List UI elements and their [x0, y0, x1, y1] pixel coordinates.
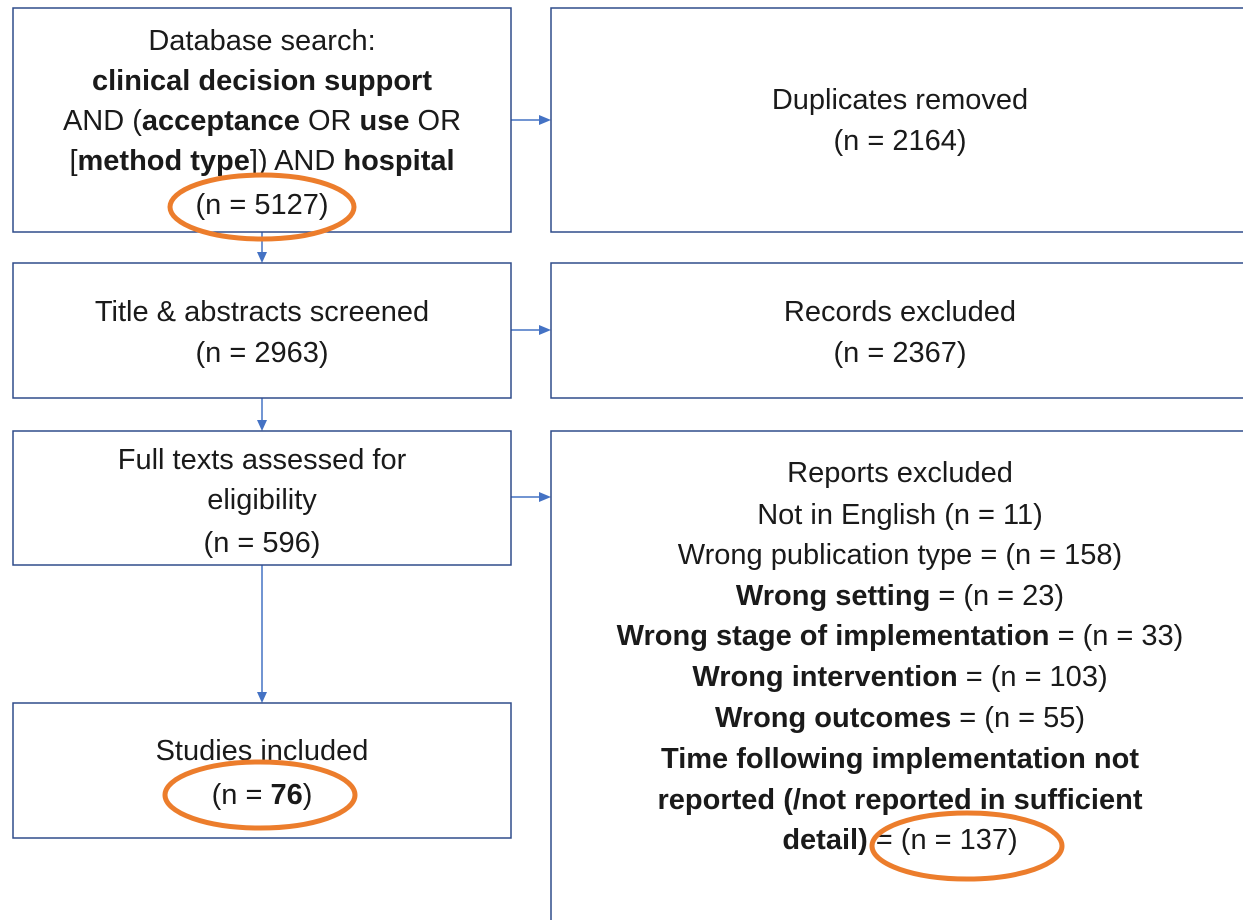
text-segment: (n = 5127)	[195, 189, 328, 221]
flow-box	[12, 702, 512, 839]
connectors	[257, 115, 551, 703]
text-segment: detail)	[782, 824, 867, 856]
text-segment: )	[303, 779, 313, 811]
box-text-line: (n = 596)	[204, 527, 321, 559]
text-segment: (n = 2164)	[833, 125, 966, 157]
box-text-line: detail) = (n = 137)	[782, 824, 1017, 856]
arrow-head	[257, 692, 267, 703]
box-text-line: Records excluded	[784, 296, 1016, 328]
box-text-line: Title & abstracts screened	[95, 296, 429, 328]
box-text-line: clinical decision support	[92, 65, 432, 97]
highlight-ring	[869, 810, 1065, 882]
text-segment: acceptance	[142, 105, 300, 137]
flow-box	[12, 430, 512, 566]
text-segment: Title & abstracts screened	[95, 296, 429, 328]
box-text-line: Wrong stage of implementation = (n = 33)	[617, 620, 1184, 652]
text-segment: eligibility	[207, 484, 317, 516]
text-segment: Wrong intervention	[692, 661, 957, 693]
text-segment: = (n = 55)	[951, 702, 1085, 734]
text-segment: Reports excluded	[787, 457, 1013, 489]
text-segment: OR	[300, 105, 360, 137]
text-segment: method type	[78, 145, 250, 177]
text-segment: = (n = 33)	[1050, 620, 1184, 652]
text-segment: Wrong publication type = (n = 158)	[678, 539, 1122, 571]
box-text-line: (n = 2164)	[833, 125, 966, 157]
box-text-line: Reports excluded	[787, 457, 1013, 489]
text-segment: Database search:	[148, 25, 375, 57]
text-segment: Wrong setting	[736, 580, 930, 612]
text-segment: use	[360, 105, 410, 137]
text-segment: (n = 2963)	[195, 337, 328, 369]
box-text-line: Wrong setting = (n = 23)	[736, 580, 1064, 612]
box-text-line: Full texts assessed for	[118, 444, 407, 476]
text-segment: [	[69, 145, 77, 177]
text-segment: hospital	[343, 145, 454, 177]
flow-box	[12, 7, 512, 233]
text-segment: clinical decision support	[92, 65, 432, 97]
flow-box	[12, 262, 512, 399]
text-segment: Wrong stage of implementation	[617, 620, 1050, 652]
text-segment: Time following implementation not	[661, 743, 1139, 775]
text-segment: Records excluded	[784, 296, 1016, 328]
box-text-line: (n = 76)	[212, 779, 313, 811]
box-text-line: Wrong intervention = (n = 103)	[692, 661, 1107, 693]
text-segment: = (n = 137)	[868, 824, 1018, 856]
box-text-line: reported (/not reported in sufficient	[658, 784, 1143, 816]
box-text-line: eligibility	[207, 484, 317, 516]
text-segment: Wrong outcomes	[715, 702, 951, 734]
highlight-ring	[167, 172, 357, 242]
text-segment: (n =	[212, 779, 271, 811]
boxes: Database search: clinical decision suppor…	[12, 7, 1243, 920]
box-text-line: (n = 5127)	[195, 189, 328, 221]
text-segment: Not in English (n = 11)	[757, 499, 1043, 531]
box-text-line: Time following implementation not	[661, 743, 1139, 775]
flow-box	[550, 430, 1243, 920]
flow-box	[550, 7, 1243, 233]
box-text-line: (n = 2963)	[195, 337, 328, 369]
arrow-head	[539, 325, 551, 335]
text-segment: = (n = 23)	[930, 580, 1064, 612]
text-segment: AND (	[63, 105, 142, 137]
text-segment: (n = 2367)	[833, 337, 966, 369]
arrow-head	[539, 115, 551, 125]
text-segment: Full texts assessed for	[118, 444, 407, 476]
text-segment: OR	[410, 105, 462, 137]
text-segment: ]) AND	[250, 145, 343, 177]
arrow-head	[539, 492, 551, 502]
text-segment: 76	[270, 779, 302, 811]
highlights	[162, 172, 1065, 882]
arrow-head	[257, 420, 267, 431]
box-text-line: AND (acceptance OR use OR	[63, 105, 461, 137]
box-text-line: Database search:	[148, 25, 375, 57]
flow-box	[550, 262, 1243, 399]
arrow-head	[257, 252, 267, 263]
box-text-line: (n = 2367)	[833, 337, 966, 369]
box-text-line: Duplicates removed	[772, 84, 1028, 116]
text-segment: = (n = 103)	[958, 661, 1108, 693]
highlight-ring	[162, 759, 358, 831]
box-text-line: Not in English (n = 11)	[757, 499, 1043, 531]
box-text-line: [method type]) AND hospital	[69, 145, 454, 177]
text-segment: (n = 596)	[204, 527, 321, 559]
box-text-line: Wrong outcomes = (n = 55)	[715, 702, 1085, 734]
box-text-line: Wrong publication type = (n = 158)	[678, 539, 1122, 571]
text-segment: reported (/not reported in sufficient	[658, 784, 1143, 816]
text-segment: Duplicates removed	[772, 84, 1028, 116]
